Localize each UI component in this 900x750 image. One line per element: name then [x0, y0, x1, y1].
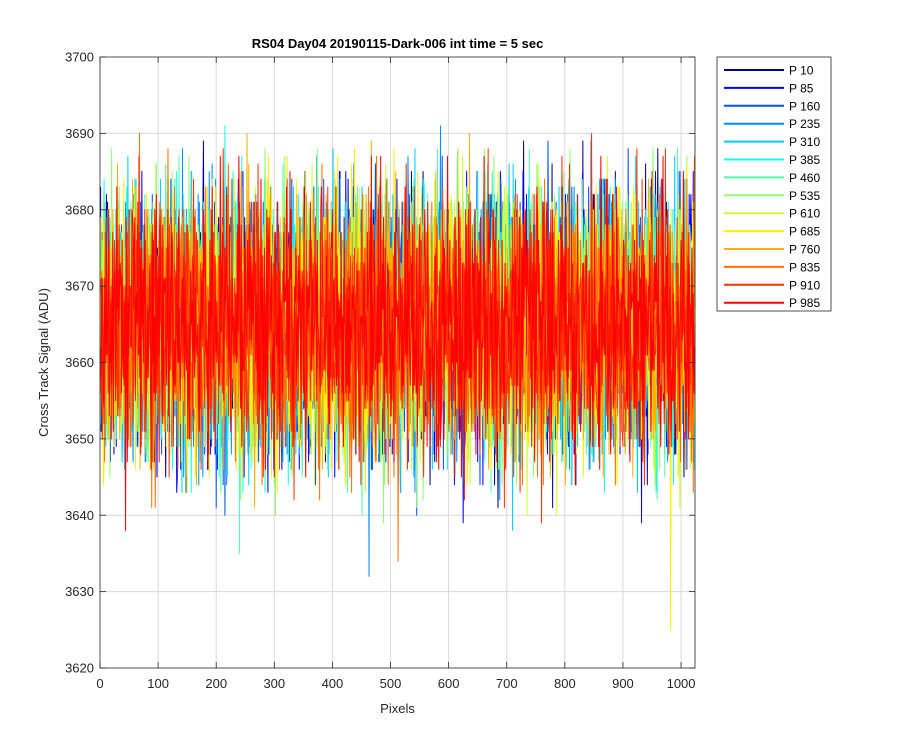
- legend-item: P 235: [724, 117, 820, 131]
- legend-label: P 760: [789, 243, 820, 257]
- x-tick-label: 400: [322, 676, 344, 691]
- legend-item: P 85: [724, 81, 814, 95]
- y-axis-label: Cross Track Signal (ADU): [36, 288, 51, 437]
- series-lines: [100, 125, 696, 631]
- y-tick-label: 3660: [65, 355, 94, 370]
- x-tick-label: 600: [438, 676, 460, 691]
- x-axis-label: Pixels: [380, 701, 415, 716]
- legend-label: P 685: [789, 225, 820, 239]
- legend-item: P 310: [724, 135, 820, 149]
- legend-item: P 835: [724, 260, 820, 274]
- x-tick-label: 500: [380, 676, 402, 691]
- y-tick-label: 3690: [65, 126, 94, 141]
- legend-item: P 910: [724, 278, 820, 292]
- legend-item: P 985: [724, 296, 820, 310]
- legend-item: P 610: [724, 207, 820, 221]
- legend-label: P 85: [789, 81, 814, 95]
- series-line-p835: [100, 132, 696, 562]
- legend-item: P 160: [724, 99, 820, 113]
- legend-item: P 685: [724, 225, 820, 239]
- legend-label: P 460: [789, 171, 820, 185]
- legend-label: P 385: [789, 153, 820, 167]
- legend-item: P 385: [724, 153, 820, 167]
- legend-label: P 835: [789, 260, 820, 274]
- chart-title: RS04 Day04 20190115-Dark-006 int time = …: [252, 36, 544, 51]
- legend: P 10 P 85 P 160 P 235 P 310 P 385 P 460 P 535 P …: [716, 56, 832, 312]
- legend-label: P 160: [789, 99, 820, 113]
- legend-label: P 310: [789, 135, 820, 149]
- x-tick-label: 0: [96, 676, 103, 691]
- y-tick-label: 3630: [65, 584, 94, 599]
- x-tick-label: 200: [205, 676, 227, 691]
- legend-label: P 985: [789, 296, 820, 310]
- legend-item: P 535: [724, 189, 820, 203]
- y-tick-label: 3640: [65, 508, 94, 523]
- x-tick-label: 100: [147, 676, 169, 691]
- legend-label: P 535: [789, 189, 820, 203]
- y-tick-label: 3680: [65, 202, 94, 217]
- series-line-p985: [100, 155, 695, 532]
- legend-item: P 10: [724, 64, 814, 78]
- y-tick-label: 3670: [65, 279, 94, 294]
- legend-box: [716, 56, 832, 312]
- legend-label: P 235: [789, 117, 820, 131]
- x-tick-label: 900: [612, 676, 634, 691]
- x-tick-label: 700: [496, 676, 518, 691]
- y-tick-label: 3650: [65, 431, 94, 446]
- legend-label: P 10: [789, 64, 814, 78]
- legend-item: P 460: [724, 171, 820, 185]
- legend-item: P 760: [724, 243, 820, 257]
- legend-label: P 610: [789, 207, 820, 221]
- y-tick-label: 3620: [65, 661, 94, 676]
- y-tick-label: 3700: [65, 50, 94, 65]
- x-tick-label: 800: [554, 676, 576, 691]
- legend-label: P 910: [789, 278, 820, 292]
- x-tick-label: 1000: [667, 676, 696, 691]
- x-tick-label: 300: [263, 676, 285, 691]
- axis-ticks: 0 100 200 300 400 500 600 700 800 900 1000 3620 3630…: [65, 50, 695, 692]
